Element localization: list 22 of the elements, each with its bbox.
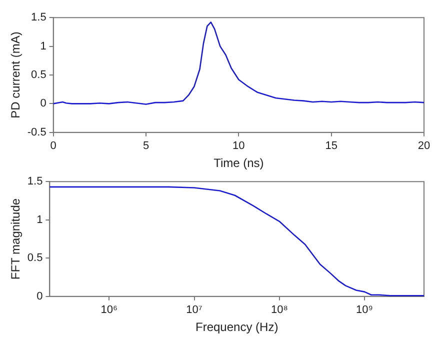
y-axis-title: FFT magnitude bbox=[8, 198, 23, 280]
y-axis-title: PD current (mA) bbox=[8, 32, 23, 118]
x-tick-label: 5 bbox=[142, 140, 150, 152]
y-tick-label: 1.5 bbox=[27, 176, 43, 188]
x-tick-label: 15 bbox=[325, 140, 338, 152]
x-axis-title: Time (ns) bbox=[214, 156, 264, 170]
y-tick-label: 1 bbox=[36, 214, 43, 226]
x-tick-label: 10⁷ bbox=[186, 304, 202, 316]
y-tick-label: 0.5 bbox=[27, 252, 43, 264]
y-tick-label: 0.5 bbox=[31, 69, 46, 82]
y-tick-label: 1.5 bbox=[31, 12, 46, 24]
x-tick-label: 10⁸ bbox=[270, 304, 288, 316]
x-tick-label: 10⁶ bbox=[100, 304, 118, 316]
y-tick-label: 0 bbox=[40, 98, 46, 110]
x-tick-label: 20 bbox=[418, 140, 430, 152]
y-tick-label: -0.5 bbox=[27, 126, 46, 138]
y-tick-label: 0 bbox=[36, 290, 43, 302]
x-tick-label: 10⁹ bbox=[356, 304, 373, 316]
x-tick-label: 10 bbox=[232, 140, 245, 152]
x-axis-title: Frequency (Hz) bbox=[196, 320, 278, 334]
y-tick-label: 1 bbox=[40, 40, 46, 52]
x-tick-label: 0 bbox=[50, 140, 56, 152]
